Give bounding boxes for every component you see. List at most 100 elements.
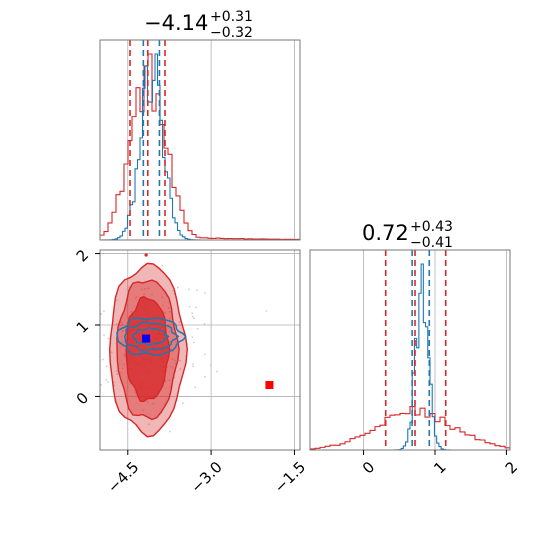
- y-tick-label-param2: 0: [73, 389, 92, 408]
- histogram-param2-panel: [309, 249, 511, 451]
- scatter-point: [125, 322, 128, 324]
- scatter-point: [163, 403, 166, 406]
- scatter-point: [168, 430, 171, 433]
- scatter-point: [192, 363, 194, 365]
- y-tick-label-param2: 2: [73, 246, 92, 265]
- scatter-point: [265, 309, 268, 312]
- scatter-point: [173, 359, 176, 362]
- scatter-point: [119, 371, 122, 374]
- scatter-point: [161, 264, 164, 267]
- scatter-point: [100, 313, 103, 315]
- scatter-point: [168, 310, 171, 313]
- scatter-point: [115, 322, 118, 325]
- scatter-point: [204, 292, 206, 294]
- scatter-point: [178, 320, 181, 323]
- scatter-point: [110, 351, 113, 354]
- x-tick-label-param2: 2: [502, 458, 521, 477]
- scatter-point: [193, 317, 195, 320]
- title-param1-plus: +0.31: [210, 9, 253, 25]
- scatter-point: [176, 286, 179, 289]
- truth-marker-red: [265, 381, 274, 389]
- scatter-point: [179, 368, 182, 370]
- scatter-point: [168, 317, 171, 320]
- scatter-point: [120, 324, 123, 327]
- scatter-point: [216, 370, 218, 373]
- x-tick-label-param1: −1.5: [271, 458, 309, 496]
- scatter-point: [147, 287, 150, 290]
- histogram-blue-param2: [310, 263, 510, 450]
- scatter-point: [133, 389, 136, 392]
- scatter-point: [135, 295, 138, 298]
- contour-red-fragment: [144, 253, 148, 257]
- scatter-point: [193, 341, 195, 344]
- scatter-point: [194, 386, 197, 389]
- scatter-point: [203, 322, 206, 325]
- scatter-point: [146, 401, 149, 404]
- scatter-point: [203, 375, 206, 378]
- scatter-point: [105, 365, 108, 368]
- scatter-point: [167, 307, 170, 310]
- scatter-point: [168, 330, 170, 333]
- scatter-point: [171, 350, 174, 353]
- scatter-point: [192, 365, 194, 368]
- contour-blue-1: [123, 321, 180, 352]
- scatter-point: [203, 353, 206, 356]
- scatter-point: [174, 362, 177, 365]
- scatter-point: [191, 312, 194, 315]
- scatter-point: [121, 323, 123, 326]
- title-param2-median: 0.72: [362, 221, 409, 245]
- scatter-point: [168, 340, 171, 343]
- scatter-point: [181, 402, 184, 405]
- histogram-param2-frame: [309, 249, 511, 451]
- x-tick-label-param2: 0: [359, 458, 378, 477]
- title-param2-minus: −0.41: [410, 235, 453, 251]
- scatter-point: [188, 305, 191, 308]
- scatter-point: [123, 353, 126, 356]
- histogram-red-param2: [310, 406, 510, 450]
- contour-blue-0: [116, 317, 187, 357]
- scatter-point: [171, 358, 174, 361]
- scatter-point: [161, 296, 164, 299]
- scatter-point: [161, 479, 163, 481]
- scatter-point: [191, 336, 194, 339]
- scatter-point: [103, 310, 105, 313]
- scatter-point: [191, 315, 194, 318]
- scatter-point: [107, 337, 110, 340]
- scatter-point: [100, 384, 103, 386]
- scatter-point: [107, 381, 109, 383]
- y-tick-label-param2: 1: [73, 317, 92, 336]
- x-tick-label-param1: −4.5: [104, 458, 142, 496]
- scatter-point: [188, 288, 190, 291]
- scatter-frame: [99, 249, 301, 451]
- histogram-red-param1: [100, 53, 300, 240]
- scatter-point: [105, 378, 108, 381]
- scatter-point: [143, 287, 146, 290]
- scatter-point: [130, 310, 133, 313]
- scatter-point: [121, 330, 124, 332]
- scatter-point: [175, 341, 177, 343]
- scatter-point: [121, 367, 124, 370]
- scatter-point: [152, 402, 155, 405]
- scatter-param1-param2-panel: [99, 249, 301, 481]
- scatter-point: [196, 327, 199, 330]
- scatter-point: [120, 321, 123, 324]
- scatter-point: [116, 373, 119, 375]
- scatter-point: [163, 311, 166, 314]
- scatter-point: [161, 304, 164, 307]
- scatter-point: [115, 370, 118, 372]
- title-param1-minus: −0.32: [210, 25, 253, 41]
- scatter-point: [147, 423, 150, 426]
- scatter-point: [171, 366, 174, 369]
- truth-marker-blue: [142, 334, 151, 343]
- x-tick-label-param1: −3.0: [187, 458, 225, 496]
- title-param2-plus: +0.43: [410, 219, 453, 235]
- histogram-blue-param1: [100, 53, 300, 240]
- scatter-point: [115, 299, 118, 301]
- scatter-point: [123, 363, 126, 366]
- title-param1-median: −4.14: [144, 11, 208, 35]
- scatter-point: [120, 344, 123, 347]
- scatter-point: [195, 306, 197, 309]
- scatter-point: [168, 379, 171, 382]
- scatter-point: [151, 293, 153, 296]
